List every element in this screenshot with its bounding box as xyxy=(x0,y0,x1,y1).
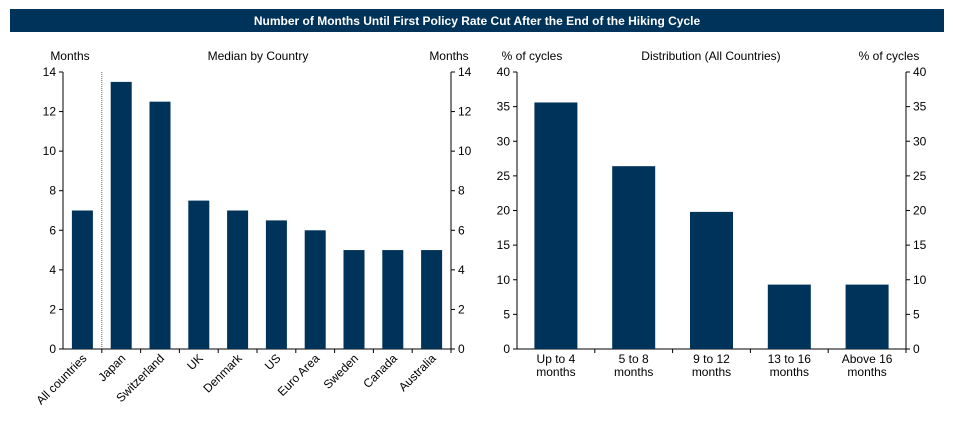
y-tick-label-right: 2 xyxy=(458,302,465,316)
y-tick-label-right: 30 xyxy=(913,134,927,148)
y-tick-label-right: 6 xyxy=(458,223,465,237)
x-tick-label: Sweden xyxy=(321,351,362,392)
y-axis-label-right: % of cycles xyxy=(859,49,920,63)
bar-uk xyxy=(188,200,210,349)
y-axis-label-left: Months xyxy=(50,49,89,63)
median-by-country-chart: Median by Country Months Months 0 0 2 2 4 4 6 6 8 8 1… xyxy=(33,49,471,407)
y-tick-label-right: 10 xyxy=(458,144,472,158)
x-tick-label: Above 16 months xyxy=(842,352,893,379)
y-tick-label-right: 0 xyxy=(913,342,920,356)
y-tick-label-right: 14 xyxy=(458,65,472,79)
y-tick-label-left: 30 xyxy=(497,134,511,148)
y-tick-label-left: 8 xyxy=(49,184,56,198)
chart-main-title: Number of Months Until First Policy Rate… xyxy=(253,13,701,28)
y-tick-label-right: 20 xyxy=(913,204,927,218)
y-tick-label-right: 35 xyxy=(913,100,927,114)
y-axis-label-right: Months xyxy=(429,49,468,63)
bar-9-to-12-months xyxy=(690,211,733,349)
x-tick-label: All countries xyxy=(33,351,89,407)
distribution-chart: Distribution (All Countries) % of cycles%… xyxy=(497,49,927,379)
x-tick-label: Euro Area xyxy=(275,351,323,399)
y-tick-label-right: 0 xyxy=(458,342,465,356)
bar-up-to-4-months xyxy=(534,102,578,349)
y-tick-label-left: 6 xyxy=(49,223,56,237)
bar-switzerland xyxy=(149,101,171,349)
y-tick-label-left: 0 xyxy=(49,342,56,356)
chart-subtitle: Median by Country xyxy=(208,49,309,63)
y-tick-label-left: 10 xyxy=(497,273,511,287)
y-tick-label-left: 35 xyxy=(497,100,511,114)
x-tick-label: 13 to 16 months xyxy=(768,352,812,379)
x-tick-label: Up to 4 months xyxy=(536,352,575,379)
y-tick-label-right: 5 xyxy=(913,307,920,321)
bar-australia xyxy=(421,250,443,349)
y-tick-label-right: 10 xyxy=(913,273,927,287)
y-tick-label-left: 10 xyxy=(43,144,57,158)
x-tick-label: US xyxy=(262,351,284,373)
bar-japan xyxy=(110,81,132,350)
y-tick-label-left: 2 xyxy=(49,302,56,316)
bar-13-to-16-months xyxy=(767,284,811,349)
y-tick-label-right: 12 xyxy=(458,105,472,119)
x-tick-label: Australia xyxy=(396,351,439,394)
bar-us xyxy=(265,220,287,349)
x-tick-label: 9 to 12 months xyxy=(692,352,731,379)
bar-all-countries xyxy=(71,210,93,349)
chart-subtitle: Distribution (All Countries) xyxy=(641,49,780,63)
x-tick-label: Canada xyxy=(360,351,400,391)
x-tick-label: 5 to 8 months xyxy=(614,352,653,379)
y-tick-label-left: 20 xyxy=(497,204,511,218)
bar-sweden xyxy=(343,250,365,349)
y-tick-label-right: 15 xyxy=(913,238,927,252)
x-tick-label: Denmark xyxy=(200,351,245,396)
y-tick-label-left: 0 xyxy=(503,342,510,356)
bar-canada xyxy=(382,250,404,349)
y-tick-label-right: 40 xyxy=(913,65,927,79)
y-tick-label-left: 14 xyxy=(43,65,57,79)
y-tick-label-right: 25 xyxy=(913,169,927,183)
y-tick-label-left: 25 xyxy=(497,169,511,183)
x-tick-label: UK xyxy=(184,351,206,373)
bar-5-to-8-months xyxy=(612,166,656,349)
x-tick-label: Japan xyxy=(95,351,128,384)
chart-title-bar: Number of Months Until First Policy Rate… xyxy=(10,9,944,32)
y-axis-label-left: % of cycles xyxy=(502,49,563,63)
bar-above-16-months xyxy=(845,284,889,349)
bar-denmark xyxy=(227,210,249,349)
bar-euro-area xyxy=(304,230,326,349)
y-tick-label-left: 5 xyxy=(503,307,510,321)
y-tick-label-right: 4 xyxy=(458,263,465,277)
y-tick-label-left: 4 xyxy=(49,263,56,277)
y-tick-label-left: 15 xyxy=(497,238,511,252)
y-tick-label-left: 12 xyxy=(43,105,57,119)
y-tick-label-left: 40 xyxy=(497,65,511,79)
y-tick-label-right: 8 xyxy=(458,184,465,198)
